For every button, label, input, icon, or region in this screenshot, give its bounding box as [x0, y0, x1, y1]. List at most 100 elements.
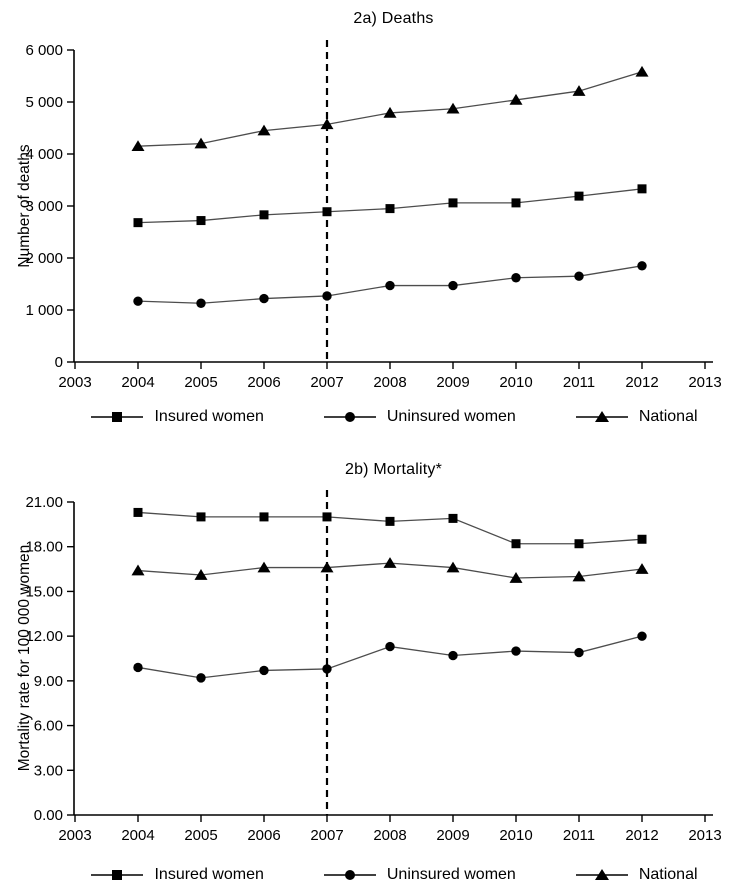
legend-item-insured-women: Insured women [89, 866, 264, 884]
square-data-marker [259, 210, 269, 220]
circle-data-marker [196, 673, 206, 683]
circle-data-marker [385, 641, 395, 652]
series-national [131, 557, 649, 583]
x-tick-label: 2008 [373, 827, 406, 844]
circle-data-marker [574, 647, 584, 658]
triangle-data-marker [446, 102, 460, 114]
square-data-marker [196, 512, 206, 522]
x-tick-label: 2012 [625, 374, 658, 391]
legend-item-insured-women: Insured women [89, 408, 264, 426]
square-marker-icon [91, 412, 144, 422]
legend-item-label: National [638, 408, 698, 425]
legend-mortality: Insured women Uninsured women National [74, 866, 713, 884]
y-tick-label: 9.00 [34, 673, 63, 690]
square-data-marker [511, 198, 521, 208]
y-tick-label: 18.00 [25, 539, 63, 556]
circle-data-marker [448, 650, 458, 661]
y-tick-label: 5 000 [25, 94, 63, 111]
x-tick-label: 2003 [58, 374, 91, 391]
x-tick-label: 2009 [436, 374, 469, 391]
triangle-marker-icon [575, 411, 628, 422]
legend-deaths: Insured women Uninsured women National [74, 408, 713, 426]
square-data-marker [574, 191, 584, 201]
triangle-data-marker [320, 118, 334, 130]
square-data-marker [259, 512, 269, 522]
circle-data-marker [259, 665, 269, 676]
y-tick-label: 6 000 [25, 42, 63, 59]
circle-data-marker [574, 271, 584, 281]
circle-data-marker [385, 280, 395, 291]
triangle-data-marker [635, 65, 649, 77]
circle-data-marker [637, 631, 647, 641]
x-tick-label: 2004 [121, 374, 154, 391]
legend-item-label: Insured women [154, 408, 264, 425]
chart-title-mortality: 2b) Mortality* [344, 461, 443, 478]
y-tick-label: 21.00 [25, 494, 63, 511]
triangle-data-marker [383, 557, 397, 568]
square-data-marker [385, 204, 395, 214]
y-tick-label: 2 000 [25, 250, 63, 267]
triangle-data-marker [635, 563, 649, 574]
square-data-marker [196, 216, 206, 226]
y-axis-ticks: 0.00 3.00 6.00 9.00 12.00 15.00 18.00 21.00 [25, 494, 74, 824]
triangle-data-marker [194, 569, 208, 580]
y-tick-label: 0 [55, 354, 63, 371]
legend-item-uninsured-women: Uninsured women [322, 866, 516, 884]
triangle-data-marker [572, 85, 586, 96]
circle-marker-icon [323, 412, 376, 422]
x-tick-label: 2003 [58, 827, 91, 844]
triangle-data-marker [383, 106, 397, 118]
legend-item-label: Uninsured women [386, 408, 516, 425]
square-data-marker [448, 198, 458, 208]
circle-marker-icon [323, 870, 376, 880]
x-tick-label: 2013 [688, 374, 721, 391]
x-tick-label: 2007 [310, 827, 343, 844]
x-tick-label: 2007 [310, 374, 343, 391]
y-tick-label: 0.00 [34, 807, 63, 824]
x-tick-label: 2005 [184, 827, 217, 844]
x-axis-ticks: 2003 2004 2005 2006 2007 2008 2009 2010 2011 2012… [58, 815, 722, 844]
square-data-marker [448, 513, 458, 523]
square-data-marker [133, 507, 143, 517]
y-tick-label: 3.00 [34, 762, 63, 779]
y-tick-label: 12.00 [25, 628, 63, 645]
circle-data-marker [511, 646, 521, 656]
legend-item-national: National [574, 408, 698, 426]
triangle-data-marker [320, 561, 334, 573]
circle-data-marker [133, 296, 143, 306]
y-axis-ticks: 0 1 000 2 000 3 000 4 000 5 000 6 000 [25, 42, 74, 371]
triangle-data-marker [572, 570, 586, 582]
triangle-data-marker [131, 140, 145, 151]
y-axis-label-deaths: Number of deaths [16, 144, 33, 268]
circle-data-marker [322, 291, 332, 301]
x-tick-label: 2011 [563, 374, 595, 391]
legend-item-uninsured-women: Uninsured women [322, 408, 516, 426]
x-tick-label: 2006 [247, 827, 280, 844]
square-data-marker [385, 516, 395, 526]
triangle-data-marker [131, 564, 145, 576]
y-axis-label-mortality: Mortality rate for 100 000 women [16, 544, 33, 772]
triangle-data-marker [509, 93, 523, 105]
legend-item-national: National [574, 866, 698, 884]
y-tick-label: 15.00 [25, 583, 63, 600]
triangle-data-marker [446, 561, 460, 573]
x-tick-label: 2010 [499, 827, 532, 844]
x-tick-label: 2012 [625, 827, 658, 844]
x-tick-label: 2008 [373, 374, 406, 391]
triangle-data-marker [257, 561, 271, 573]
x-tick-label: 2005 [184, 374, 217, 391]
series-uninsured-women [133, 631, 647, 683]
triangle-data-marker [509, 572, 523, 583]
square-data-marker [574, 539, 584, 549]
chart-title-deaths: 2a) Deaths [353, 10, 434, 27]
circle-data-marker [448, 280, 458, 291]
triangle-marker-icon [575, 869, 628, 880]
square-data-marker [322, 207, 332, 217]
y-tick-label: 6.00 [34, 718, 63, 735]
x-tick-label: 2009 [436, 827, 469, 844]
y-tick-label: 1 000 [25, 302, 63, 319]
square-data-marker [637, 184, 647, 194]
